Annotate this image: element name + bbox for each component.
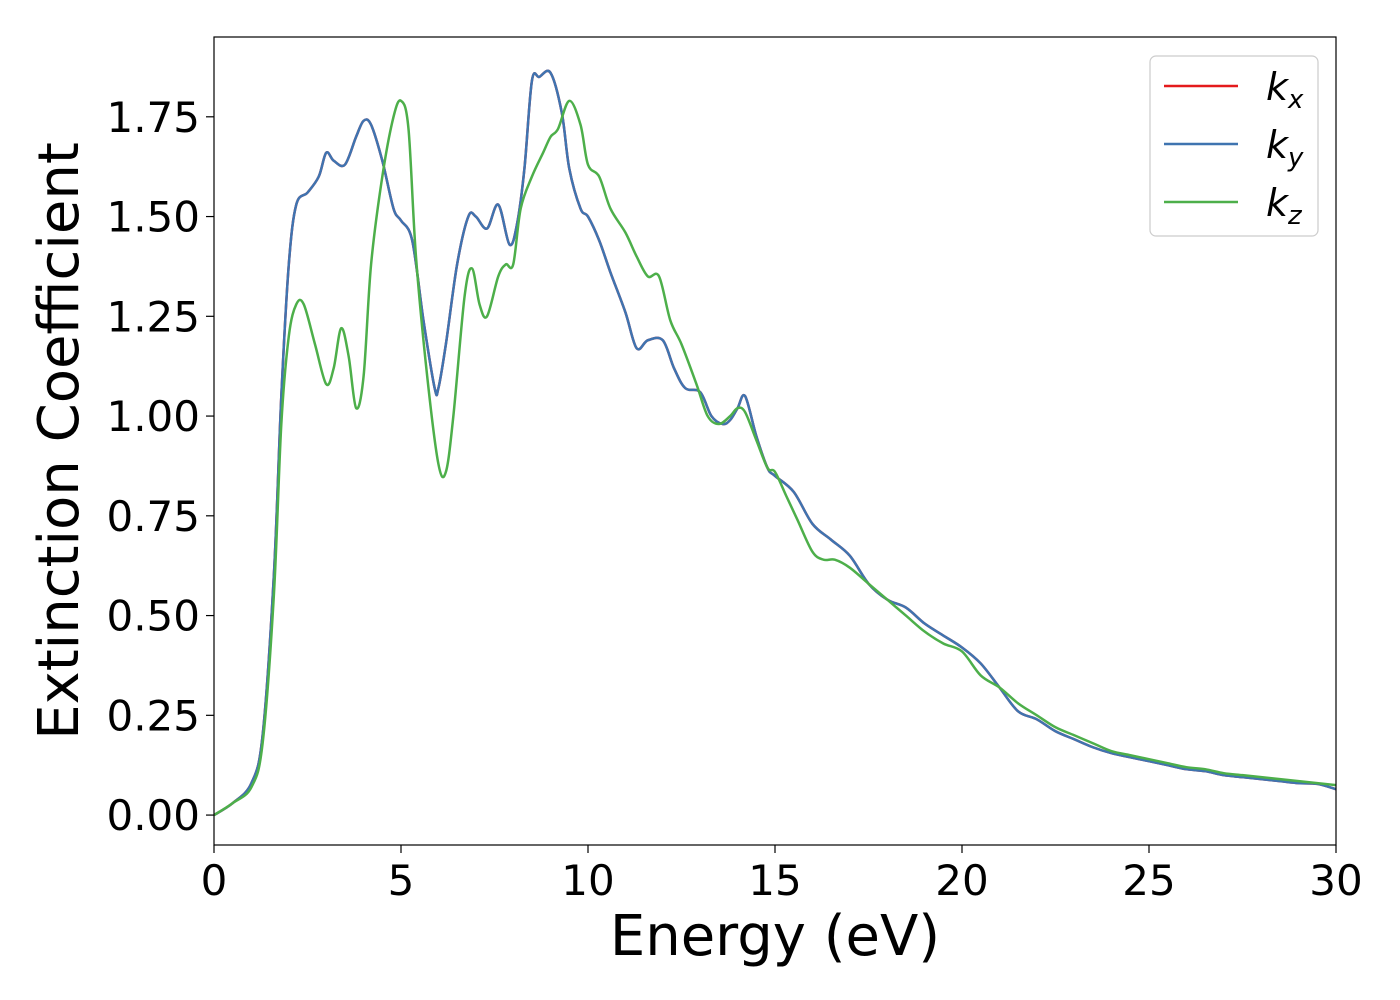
- y-axis-ticks: 0.00 0.25 0.50 0.75 1.00 1.25 1.50 1.75: [106, 93, 214, 840]
- series-layer: [214, 69, 1336, 817]
- x-tick-label: 10: [561, 856, 614, 905]
- legend: kx ky kz: [1149, 55, 1319, 237]
- x-tick-label: 0: [201, 856, 228, 905]
- x-tick-label: 15: [748, 856, 801, 905]
- x-axis-ticks: 0 5 10 15 20 25 30: [201, 845, 1363, 905]
- legend-box: [1149, 55, 1319, 237]
- y-axis-label: Extinction Coefficient: [27, 142, 92, 740]
- series-line-z: [214, 99, 1336, 817]
- legend-label-x: kx: [1266, 65, 1304, 115]
- y-tick-label: 1.75: [106, 93, 200, 142]
- legend-label-y: ky: [1266, 123, 1304, 173]
- x-tick-label: 20: [935, 856, 988, 905]
- x-tick-label: 5: [388, 856, 415, 905]
- x-tick-label: 30: [1309, 856, 1362, 905]
- y-tick-label: 0.75: [106, 492, 200, 541]
- y-tick-label: 1.50: [106, 193, 200, 242]
- legend-label-z: kz: [1266, 181, 1303, 231]
- x-tick-label: 25: [1122, 856, 1175, 905]
- y-tick-label: 1.00: [106, 392, 200, 441]
- y-tick-label: 0.25: [106, 691, 200, 740]
- x-axis-label: Energy (eV): [610, 904, 940, 969]
- y-tick-label: 0.50: [106, 592, 200, 641]
- series-line-y: [214, 69, 1336, 817]
- y-tick-label: 0.00: [106, 791, 200, 840]
- y-tick-label: 1.25: [106, 292, 200, 341]
